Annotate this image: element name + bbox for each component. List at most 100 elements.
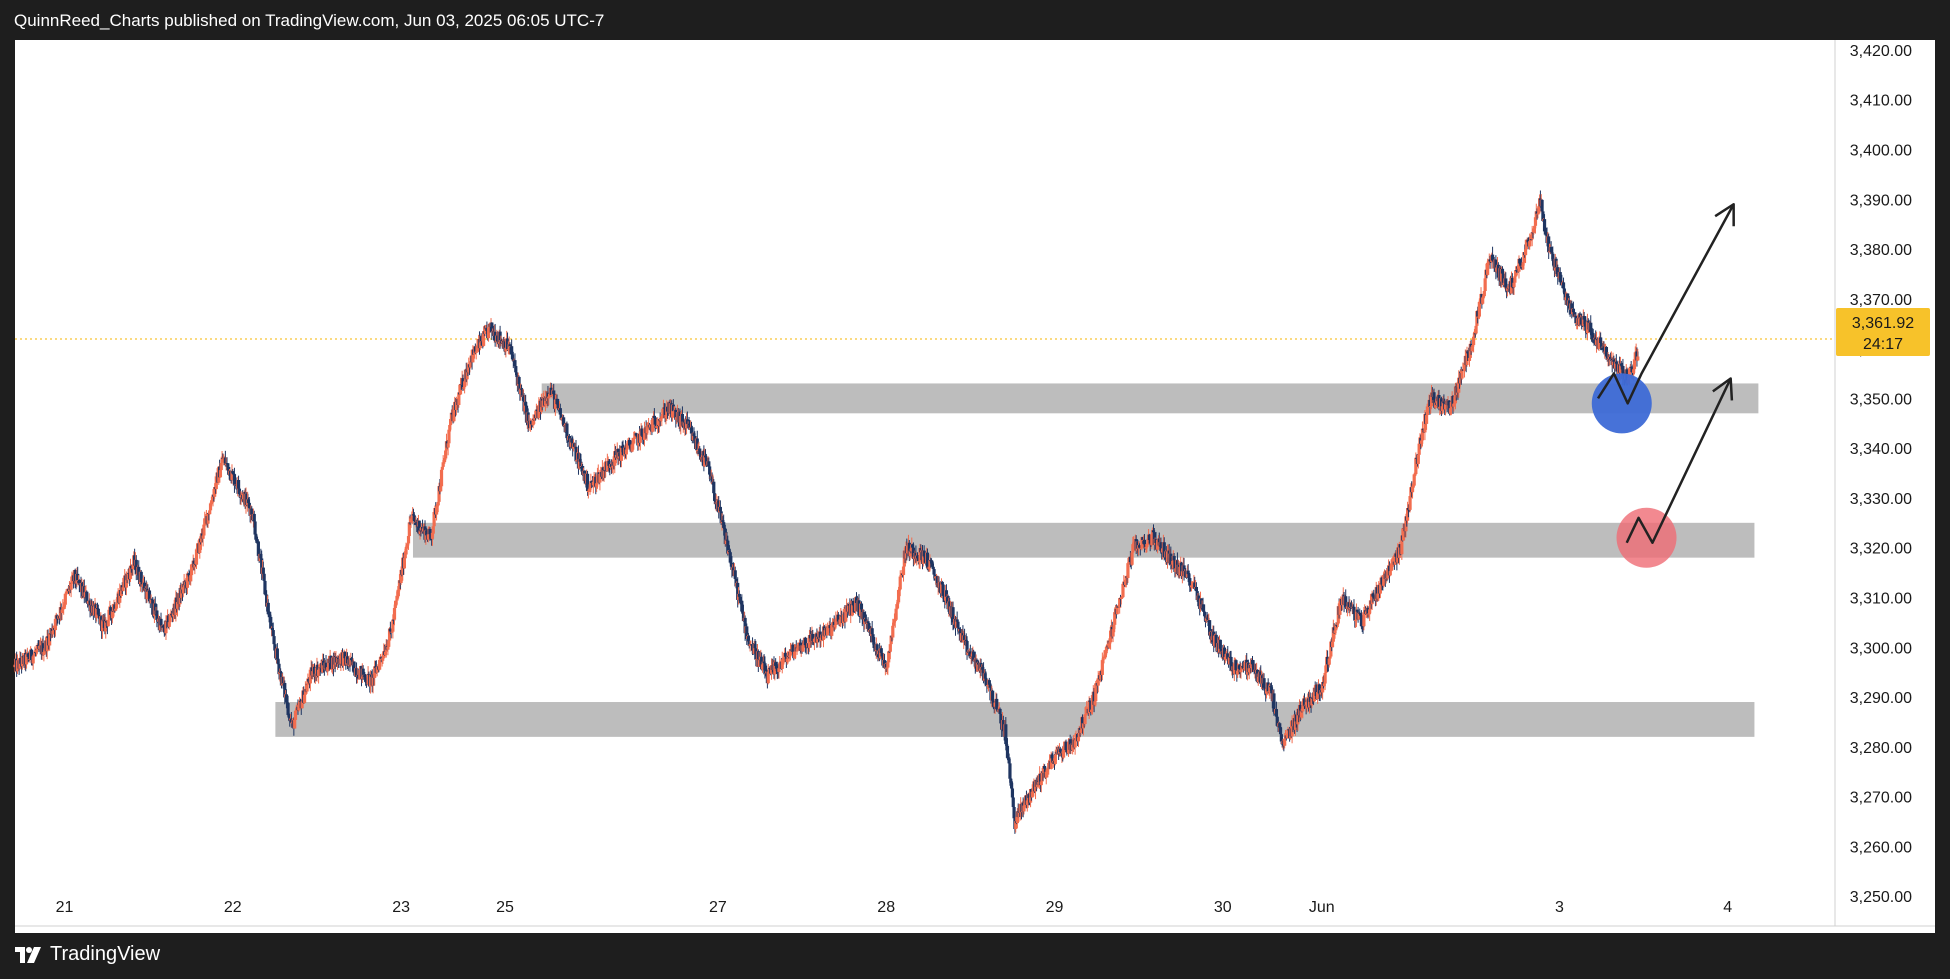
candle-body-1609 xyxy=(1340,597,1345,606)
candle-body-113 xyxy=(106,619,110,627)
candle-body-1050 xyxy=(879,648,883,653)
candle-body-23 xyxy=(32,654,36,657)
candle-body-1631 xyxy=(1358,613,1363,616)
candle-body-281 xyxy=(245,493,249,505)
candle-body-1328 xyxy=(1109,630,1113,643)
candle-body-516 xyxy=(439,486,443,492)
zone-1 xyxy=(541,383,1759,414)
candle-body-1603 xyxy=(1335,623,1340,625)
candle-body-468 xyxy=(399,569,403,584)
candle-body-1370 xyxy=(1143,544,1147,549)
drawing-annotations[interactable] xyxy=(1591,203,1735,568)
candle-body-977 xyxy=(819,637,823,642)
candle-body-838 xyxy=(704,457,708,463)
candle-body-543 xyxy=(461,378,465,389)
candle-body-1534 xyxy=(1278,727,1283,735)
candle-body-767 xyxy=(646,425,650,428)
candle-body-525 xyxy=(446,443,450,448)
candle-body-1207 xyxy=(1009,778,1013,783)
candle-body-1804 xyxy=(1501,273,1505,286)
tradingview-logo-icon xyxy=(15,946,41,963)
candle-body-837 xyxy=(703,455,708,458)
candle-body-1738 xyxy=(1447,400,1451,406)
candle-body-894 xyxy=(750,644,755,651)
candle-body-504 xyxy=(429,534,433,539)
candle-body-346 xyxy=(298,700,303,702)
candle-body-1627 xyxy=(1355,609,1359,612)
candle-body-963 xyxy=(807,635,812,648)
candle-body-249 xyxy=(218,470,223,478)
candle-body-73 xyxy=(73,569,77,581)
candle-body-1356 xyxy=(1132,542,1136,545)
candle-body-1247 xyxy=(1042,766,1046,773)
candle-body-239 xyxy=(210,502,214,504)
candle-body-877 xyxy=(736,593,741,600)
candle-body-674 xyxy=(569,438,573,447)
candle-body-1468 xyxy=(1224,654,1228,657)
candle-body-1592 xyxy=(1326,664,1330,666)
candle-body-1041 xyxy=(872,642,876,645)
candle-body-1966 xyxy=(1635,351,1639,361)
candle-body-1151 xyxy=(962,635,967,641)
candle-body-424 xyxy=(363,674,367,678)
candle-body-798 xyxy=(671,404,675,412)
candle-body-1912 xyxy=(1590,335,1594,337)
candle-body-148 xyxy=(135,573,139,575)
time-tick-label: Jun xyxy=(1309,899,1335,916)
candle-body-1051 xyxy=(880,652,884,657)
candle-body-1129 xyxy=(944,590,949,597)
candle-body-582 xyxy=(493,331,497,341)
candle-body-1817 xyxy=(1512,282,1516,288)
candle-body-611 xyxy=(517,376,521,385)
candle-body-1899 xyxy=(1580,317,1584,325)
candle-body-1378 xyxy=(1150,533,1154,546)
candle-body-991 xyxy=(830,622,835,626)
candle-body-459 xyxy=(392,619,396,621)
candle-body-1202 xyxy=(1005,744,1009,746)
price-axis-panel[interactable] xyxy=(1835,40,1935,926)
candle-body-253 xyxy=(222,458,226,460)
candle-body-847 xyxy=(712,481,716,494)
candle-body-1716 xyxy=(1429,406,1433,408)
candle-body-820 xyxy=(689,427,694,434)
candle-body-395 xyxy=(339,655,343,664)
candle-body-1205 xyxy=(1007,758,1011,764)
candle-body-685 xyxy=(578,458,582,462)
candle-body-550 xyxy=(467,364,471,373)
candle-body-100 xyxy=(95,608,100,610)
red-marker-circle xyxy=(1616,507,1677,568)
candle-body-1332 xyxy=(1112,624,1116,630)
candle-body-1489 xyxy=(1241,666,1246,669)
candle-body-220 xyxy=(194,549,199,565)
candle-body-1349 xyxy=(1126,563,1130,579)
candle-body-1825 xyxy=(1519,263,1523,265)
candle-body-661 xyxy=(558,408,562,415)
candle-body-1918 xyxy=(1595,339,1599,341)
candle-body-1352 xyxy=(1128,556,1132,563)
candle-body-659 xyxy=(557,404,561,411)
candle-body-1779 xyxy=(1481,297,1485,304)
candle-body-1181 xyxy=(987,680,991,685)
candle-body-99 xyxy=(95,608,99,618)
candle-body-439 xyxy=(375,666,379,673)
candle-body-335 xyxy=(289,718,293,723)
candle-body-698 xyxy=(589,481,593,488)
candle-body-1415 xyxy=(1180,571,1184,577)
candle-body-701 xyxy=(591,482,595,486)
candle-body-461 xyxy=(393,604,397,608)
candle-body-737 xyxy=(621,447,625,453)
tradingview-brand[interactable]: TradingView xyxy=(14,943,160,966)
candle-body-1250 xyxy=(1044,771,1048,778)
candle-body-101 xyxy=(96,608,100,615)
candle-body-1566 xyxy=(1305,702,1309,709)
candle-body-1697 xyxy=(1413,474,1417,476)
candle-body-1826 xyxy=(1519,264,1524,267)
candle-body-720 xyxy=(607,460,611,466)
candle-body-361 xyxy=(311,671,315,676)
candle-body-1842 xyxy=(1533,225,1537,229)
candle-body-476 xyxy=(406,543,410,546)
candle-body-1391 xyxy=(1160,548,1165,553)
candle-body-1575 xyxy=(1312,687,1316,702)
candle-body-1466 xyxy=(1222,647,1227,660)
